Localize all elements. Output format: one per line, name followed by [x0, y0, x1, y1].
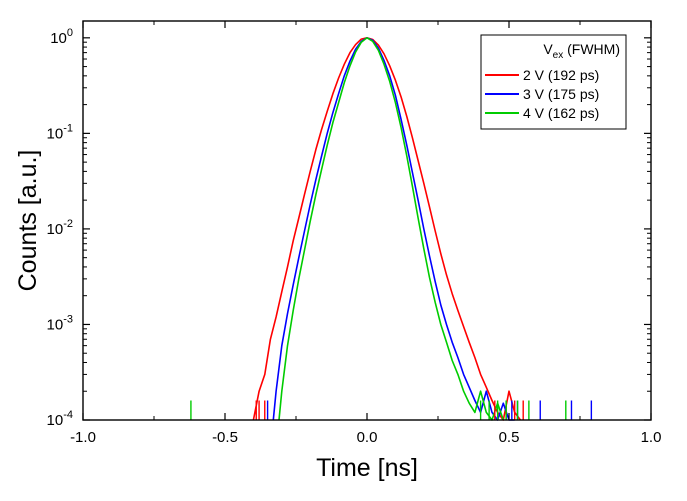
legend-label-3: 4 V (162 ps): [523, 105, 599, 121]
series-layer: [190, 36, 593, 421]
y-tick-label-3: 10-2: [47, 218, 73, 238]
y-tick-label-5: 10-4: [47, 409, 73, 429]
legend-label-2: 3 V (175 ps): [523, 86, 599, 102]
legend-title: Vex (FWHM): [543, 41, 620, 61]
series-line-2: [272, 36, 515, 421]
x-tick-label-1: -1.0: [70, 429, 96, 446]
x-tick-label-5: 1.0: [641, 429, 662, 446]
x-tick-label-4: 0.5: [499, 429, 520, 446]
x-tick-label-3: 0.0: [357, 429, 378, 446]
ticks-layer: -1.0 -0.5 0.0 0.5 1.0 100 10-1 10-2 10-3 10-4: [47, 21, 662, 446]
legend-label-1: 2 V (192 ps): [523, 67, 599, 83]
y-axis-label: Counts [a.u.]: [14, 150, 42, 292]
x-tick-label-2: -0.5: [212, 429, 238, 446]
series-line-3: [278, 36, 505, 421]
x-axis-label: Time [ns]: [316, 454, 418, 482]
y-tick-label-4: 10-3: [47, 313, 73, 333]
series-line-1: [252, 36, 522, 421]
y-tick-label-1: 100: [50, 27, 73, 47]
y-tick-label-2: 10-1: [47, 122, 73, 142]
legend: Vex (FWHM) 2 V (192 ps) 3 V (175 ps) 4 V (1…: [480, 34, 627, 130]
